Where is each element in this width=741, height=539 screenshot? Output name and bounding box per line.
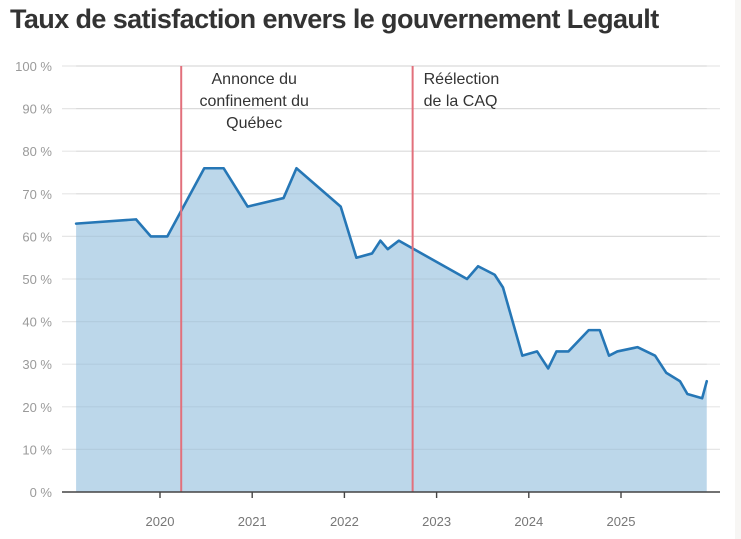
y-tick-label: 80 % — [22, 144, 52, 159]
y-tick-label: 0 % — [30, 485, 53, 500]
annotation-text: Québec — [226, 115, 282, 132]
x-tick-label: 2021 — [238, 514, 267, 529]
annotation-text: de la CAQ — [424, 93, 498, 110]
annotation-text: Réélection — [424, 71, 500, 88]
y-tick-label: 100 % — [15, 59, 52, 74]
y-tick-label: 20 % — [22, 400, 52, 415]
y-tick-label: 40 % — [22, 315, 52, 330]
annotations: Annonce du confinement du Québec Réélection… — [200, 71, 500, 132]
y-tick-label: 70 % — [22, 187, 52, 202]
x-tick-label: 2020 — [146, 514, 175, 529]
scrollbar-track — [735, 0, 741, 539]
y-tick-label: 50 % — [22, 272, 52, 287]
x-axis: 2020 2021 2022 2023 2024 2025 — [62, 491, 720, 529]
y-tick-label: 10 % — [22, 442, 52, 457]
y-tick-label: 90 % — [22, 102, 52, 117]
x-tick-label: 2025 — [607, 514, 636, 529]
area-layer — [74, 65, 709, 493]
annotation-text: confinement du — [200, 93, 309, 110]
x-tick-label: 2022 — [330, 514, 359, 529]
x-tick-label: 2023 — [422, 514, 451, 529]
chart-title: Taux de satisfaction envers le gouvernem… — [10, 4, 659, 34]
x-tick-label: 2024 — [514, 514, 543, 529]
area-fill — [76, 168, 707, 493]
annotation-text: Annonce du — [212, 71, 297, 88]
event-lines — [180, 66, 414, 492]
y-axis-labels: 0 % 10 % 20 % 30 % 40 % 50 % 60 % 70 % 80 % 90 % 1… — [15, 59, 52, 500]
y-tick-label: 60 % — [22, 229, 52, 244]
y-tick-label: 30 % — [22, 357, 52, 372]
